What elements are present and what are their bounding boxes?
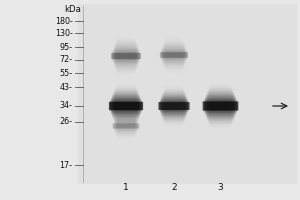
FancyBboxPatch shape bbox=[161, 97, 187, 115]
FancyBboxPatch shape bbox=[203, 102, 238, 110]
FancyBboxPatch shape bbox=[160, 101, 188, 111]
FancyBboxPatch shape bbox=[110, 101, 142, 111]
FancyBboxPatch shape bbox=[162, 94, 186, 118]
FancyBboxPatch shape bbox=[158, 102, 190, 110]
Text: 55-: 55- bbox=[59, 68, 73, 77]
FancyBboxPatch shape bbox=[205, 98, 236, 114]
FancyBboxPatch shape bbox=[112, 50, 140, 62]
FancyBboxPatch shape bbox=[114, 91, 138, 121]
FancyBboxPatch shape bbox=[159, 102, 189, 110]
Text: 34-: 34- bbox=[60, 102, 73, 110]
FancyBboxPatch shape bbox=[203, 101, 238, 111]
FancyBboxPatch shape bbox=[112, 52, 140, 60]
FancyBboxPatch shape bbox=[112, 97, 140, 115]
FancyBboxPatch shape bbox=[206, 96, 236, 116]
FancyBboxPatch shape bbox=[207, 92, 234, 120]
Text: 180-: 180- bbox=[55, 17, 73, 25]
Text: 95-: 95- bbox=[59, 43, 73, 51]
Text: 26-: 26- bbox=[60, 117, 73, 127]
FancyBboxPatch shape bbox=[111, 53, 141, 59]
Text: 43-: 43- bbox=[60, 83, 73, 92]
FancyBboxPatch shape bbox=[206, 94, 235, 118]
FancyBboxPatch shape bbox=[113, 123, 139, 129]
Text: 2: 2 bbox=[171, 182, 177, 192]
FancyBboxPatch shape bbox=[113, 93, 139, 119]
FancyBboxPatch shape bbox=[206, 95, 235, 117]
FancyBboxPatch shape bbox=[111, 98, 141, 114]
FancyBboxPatch shape bbox=[110, 99, 142, 113]
FancyBboxPatch shape bbox=[204, 100, 237, 112]
FancyBboxPatch shape bbox=[161, 96, 187, 116]
FancyBboxPatch shape bbox=[204, 99, 237, 113]
FancyBboxPatch shape bbox=[161, 51, 187, 59]
Bar bbox=[78, 4, 297, 184]
Text: 130-: 130- bbox=[55, 28, 73, 38]
Text: kDa: kDa bbox=[64, 4, 81, 14]
Text: 1: 1 bbox=[123, 182, 129, 192]
FancyBboxPatch shape bbox=[160, 99, 188, 113]
Text: 3: 3 bbox=[218, 182, 224, 192]
FancyBboxPatch shape bbox=[109, 102, 143, 110]
FancyBboxPatch shape bbox=[162, 95, 186, 117]
Text: 17-: 17- bbox=[60, 160, 73, 170]
Text: 72-: 72- bbox=[59, 55, 73, 64]
FancyBboxPatch shape bbox=[110, 102, 142, 110]
FancyBboxPatch shape bbox=[112, 53, 140, 59]
FancyBboxPatch shape bbox=[160, 52, 188, 58]
FancyBboxPatch shape bbox=[160, 52, 188, 58]
FancyBboxPatch shape bbox=[112, 94, 140, 118]
FancyBboxPatch shape bbox=[112, 95, 140, 117]
FancyBboxPatch shape bbox=[160, 100, 188, 112]
